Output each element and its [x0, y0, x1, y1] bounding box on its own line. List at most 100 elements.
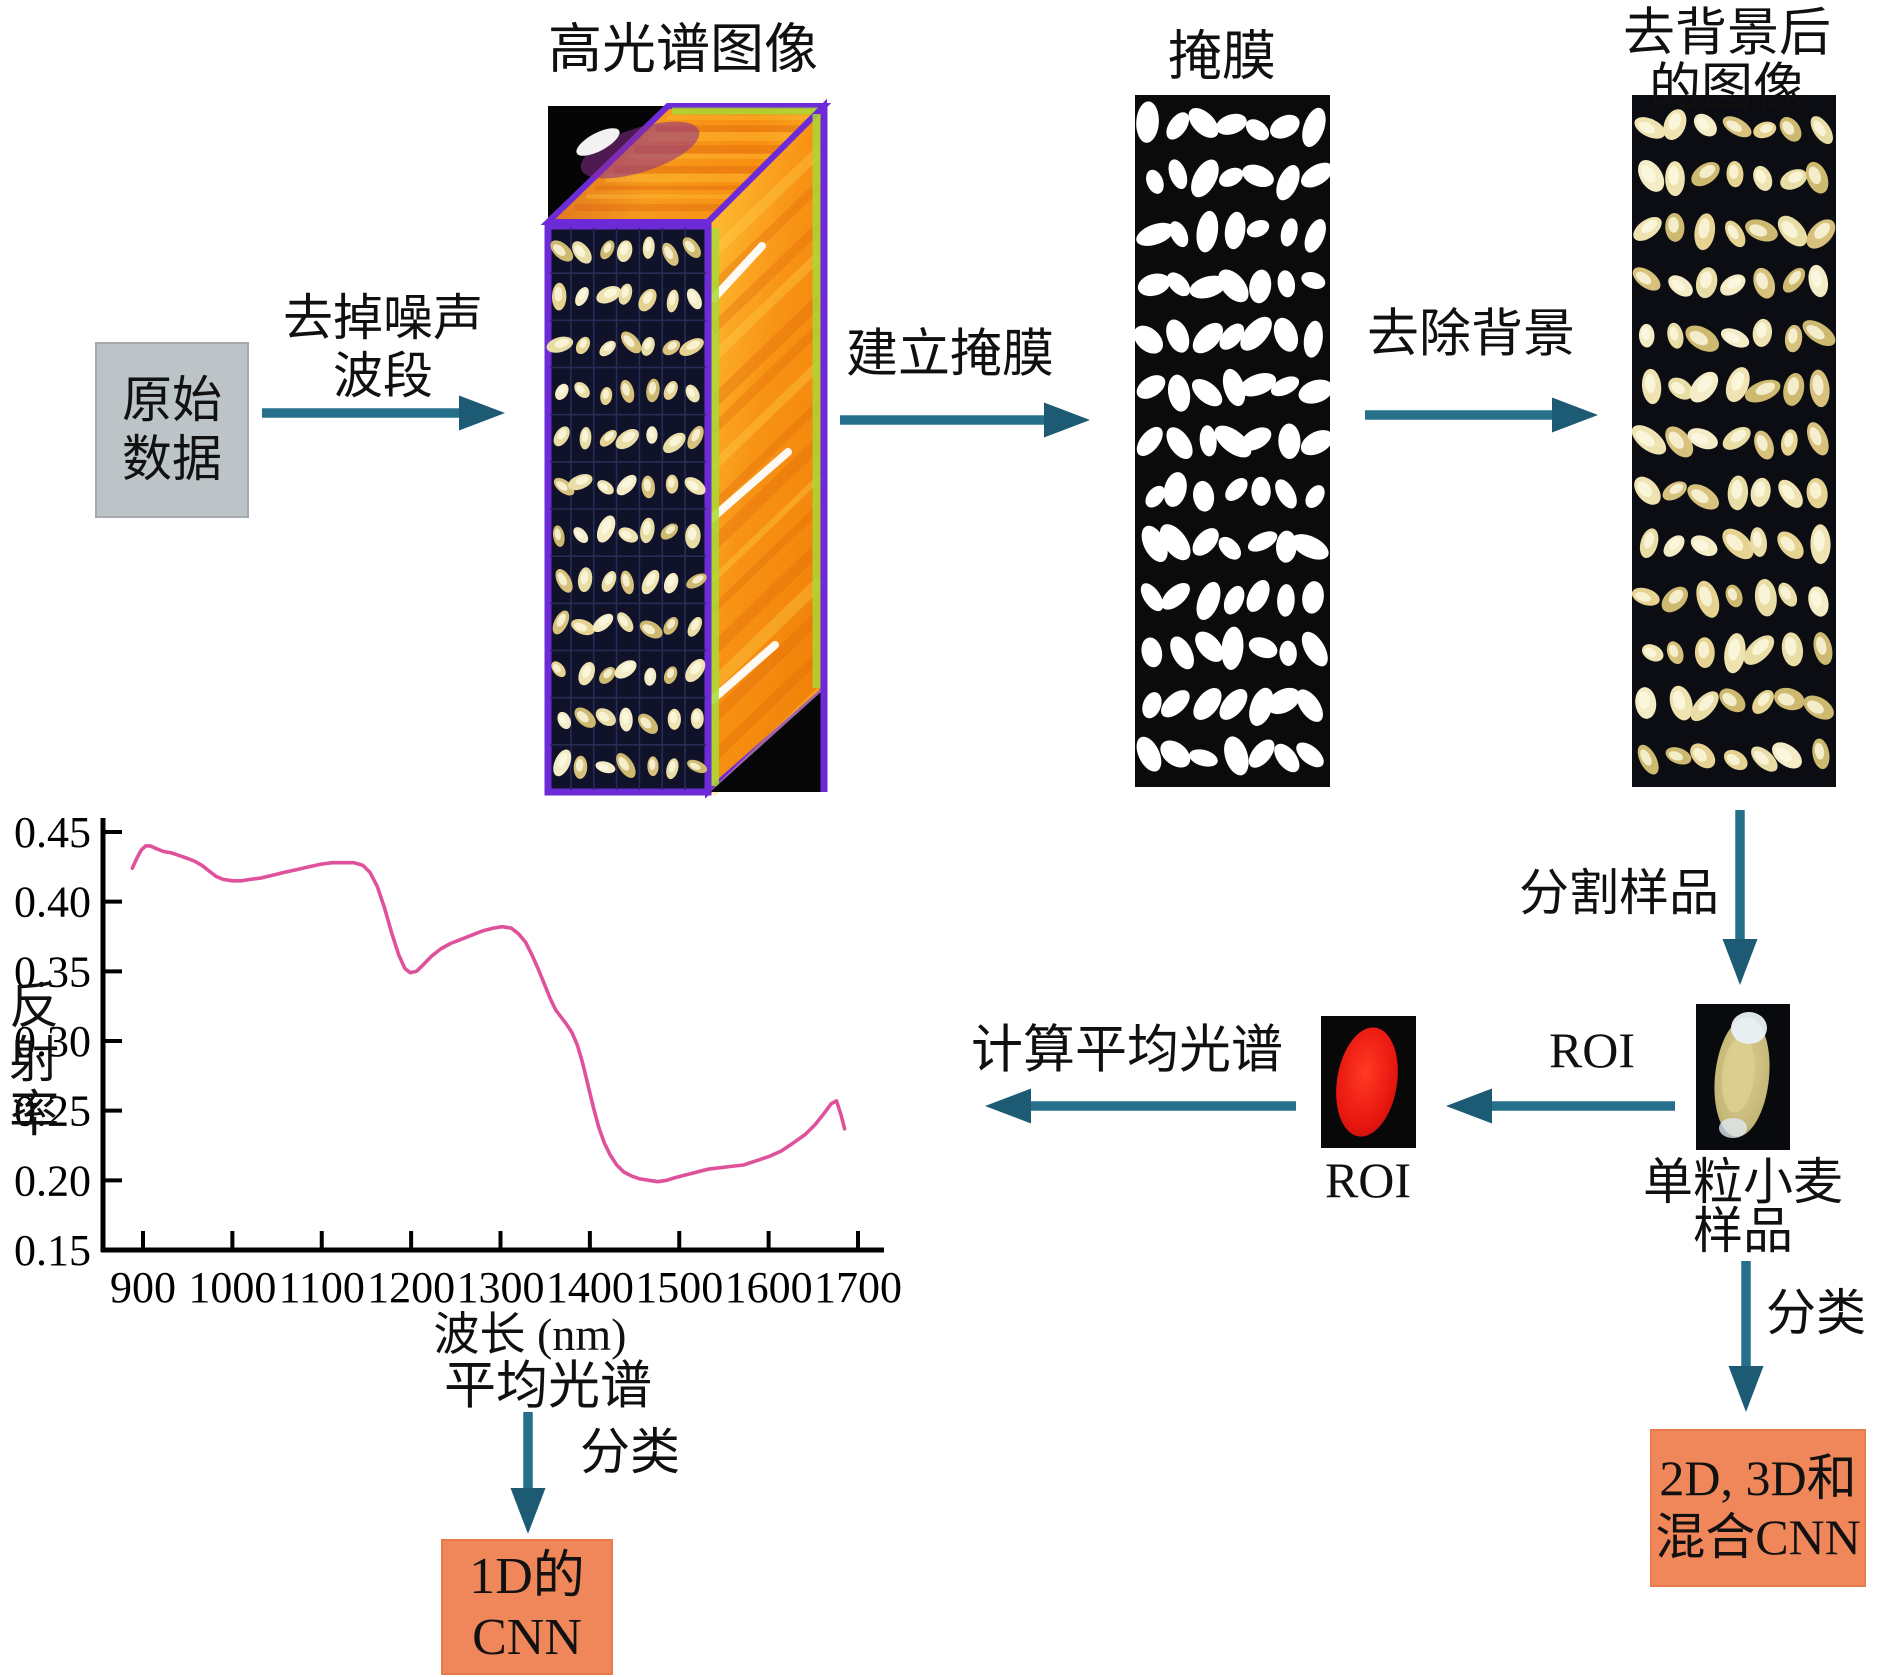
- cube-side-streak: [707, 542, 825, 655]
- clean-image-title-line1: 去背景后: [1622, 5, 1832, 63]
- grain-highlight: [1698, 694, 1714, 712]
- grain-highlight: [1698, 218, 1710, 239]
- mask-grain: [1196, 210, 1219, 253]
- grain-highlight: [1689, 330, 1708, 346]
- grain-highlight: [578, 289, 586, 300]
- cnn-2d3d-line2: 混合CNN: [1655, 1509, 1861, 1565]
- cube-side-streak: [709, 400, 823, 511]
- mask-grain: [1167, 374, 1191, 412]
- grain-highlight: [1754, 750, 1769, 765]
- grain-highlight: [1807, 700, 1824, 714]
- grain-highlight: [1699, 164, 1716, 179]
- mask-grain: [1218, 536, 1242, 560]
- mask-grain: [1189, 749, 1218, 767]
- single-grain-label-line2: 样品: [1693, 1202, 1793, 1259]
- mask-grain: [1276, 165, 1300, 201]
- grain-highlight: [603, 242, 612, 254]
- y-tick-label: 0.25: [14, 1087, 91, 1136]
- mask-grain: [1275, 479, 1297, 509]
- grain-highlight: [1760, 123, 1773, 133]
- x-tick-label: 1400: [546, 1263, 634, 1312]
- mask-grain: [1137, 273, 1171, 297]
- arrow-head: [1728, 1366, 1764, 1412]
- clean-image-title-line2: 的图像: [1648, 60, 1806, 118]
- grain-highlight: [687, 387, 696, 398]
- grain-highlight: [1724, 332, 1740, 343]
- mask-grain: [1277, 270, 1296, 298]
- chart-xaxis-label: 波长 (nm): [433, 1308, 627, 1360]
- mask-grain: [1275, 530, 1297, 563]
- cube-side-streak: [708, 610, 824, 724]
- grain-highlight: [1691, 432, 1709, 445]
- grain-highlight: [620, 662, 633, 673]
- grain-highlight: [1816, 636, 1827, 655]
- arrow-avg-spectrum: [985, 1088, 1296, 1124]
- mask-grain: [1146, 169, 1164, 194]
- mask-grain: [1193, 688, 1222, 720]
- mask-grain: [1224, 736, 1249, 776]
- mask-grain: [1199, 425, 1217, 457]
- grain-highlight: [689, 762, 701, 770]
- arrow-roi: [1446, 1088, 1675, 1124]
- grain-highlight: [1691, 489, 1709, 504]
- grain-highlight: [602, 389, 610, 400]
- grain-highlight: [619, 615, 628, 627]
- grain-highlight: [691, 619, 700, 631]
- cube-side-white-slash: [708, 641, 779, 704]
- single-grain-bottom-highlight: [1719, 1118, 1747, 1138]
- grain-highlight: [556, 613, 566, 627]
- grain-highlight: [1752, 531, 1762, 548]
- grain-highlight: [554, 286, 563, 302]
- grain-highlight: [665, 525, 676, 535]
- grain-highlight: [579, 338, 588, 349]
- grain-highlight: [1810, 590, 1823, 608]
- grain-highlight: [667, 619, 676, 629]
- mask-grain: [1223, 585, 1245, 615]
- mask-grain: [1245, 119, 1270, 141]
- grain-highlight: [553, 664, 561, 673]
- mask-grain: [1170, 636, 1194, 670]
- grain-highlight: [1669, 644, 1679, 658]
- cnn-1d-line2: CNN: [472, 1609, 582, 1666]
- mask-grain: [1168, 159, 1188, 190]
- arrow-head: [985, 1088, 1031, 1124]
- grain-highlight: [1668, 589, 1684, 604]
- grain-highlight: [1668, 431, 1684, 449]
- grain-highlight: [643, 478, 651, 492]
- grain-highlight: [1813, 120, 1826, 136]
- roi-arrow-label: ROI: [1548, 1021, 1636, 1078]
- roi-caption: ROI: [1324, 1151, 1412, 1208]
- grain-highlight: [640, 717, 652, 729]
- grain-highlight: [1755, 382, 1776, 396]
- grain-highlight: [1644, 373, 1656, 394]
- mask-grain: [1277, 584, 1295, 617]
- mask-grain: [1301, 271, 1326, 290]
- grain-highlight: [642, 521, 651, 535]
- grain-highlight: [687, 527, 697, 541]
- x-tick-label: 900: [110, 1263, 176, 1312]
- mask-grain: [1300, 162, 1333, 188]
- mask-grain: [1219, 323, 1245, 350]
- grain-highlight: [668, 760, 676, 773]
- grain-highlight: [1809, 427, 1822, 446]
- grain-highlight: [621, 710, 629, 724]
- grain-highlight: [1641, 327, 1650, 341]
- grain-highlight: [1731, 480, 1743, 500]
- arrow-head: [1044, 402, 1090, 438]
- grain-highlight: [620, 243, 629, 255]
- grain-highlight: [648, 381, 657, 395]
- grain-highlight: [604, 431, 614, 442]
- mask-grain: [1224, 211, 1246, 250]
- grain-highlight: [1756, 322, 1767, 338]
- mask-grain: [1188, 108, 1219, 138]
- grain-highlight: [622, 573, 630, 587]
- mask-grain: [1248, 739, 1275, 768]
- grain-highlight: [649, 759, 656, 770]
- mask-grain: [1166, 319, 1190, 353]
- grain-highlight: [1693, 748, 1707, 762]
- mask-grain: [1136, 426, 1163, 456]
- mask-grain: [1219, 167, 1244, 187]
- cnn-1d-box: 1D的 CNN: [441, 1539, 613, 1675]
- grain-highlight: [1780, 586, 1791, 600]
- grain-highlight: [557, 428, 567, 440]
